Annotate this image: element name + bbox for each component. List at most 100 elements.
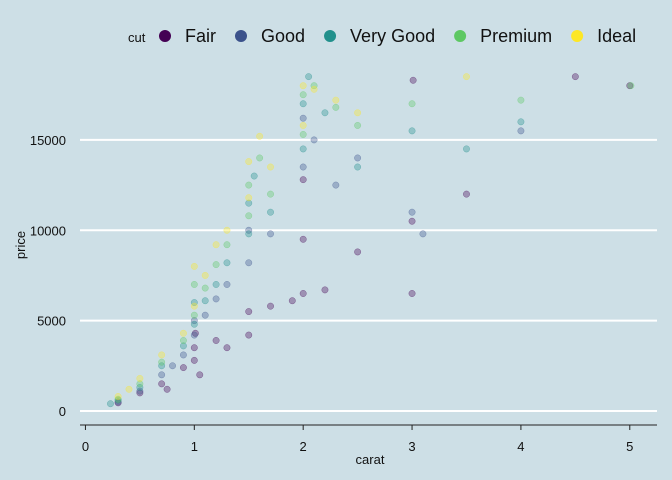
point-2-4 xyxy=(179,342,187,350)
point-1-6 xyxy=(190,317,198,325)
legend-key-4 xyxy=(571,30,584,42)
point-1-1 xyxy=(136,387,144,395)
point-2-5 xyxy=(190,320,198,328)
point-0-20 xyxy=(408,217,416,225)
point-0-12 xyxy=(245,308,253,316)
point-3-5 xyxy=(190,281,198,288)
point-1-2 xyxy=(158,371,166,379)
point-0-13 xyxy=(267,302,274,310)
point-2-20 xyxy=(463,145,470,153)
point-0-17 xyxy=(299,176,307,184)
point-4-8 xyxy=(212,241,220,249)
point-2-8 xyxy=(212,281,220,288)
point-1-4 xyxy=(179,351,187,359)
point-2-10 xyxy=(245,230,253,238)
point-2-11 xyxy=(245,199,253,207)
point-0-24 xyxy=(571,73,579,81)
point-3-6 xyxy=(201,284,209,292)
point-2-3 xyxy=(158,362,166,370)
legend-label-0: Fair xyxy=(185,26,216,46)
point-4-5 xyxy=(190,302,198,310)
x-tick-label-5: 5 xyxy=(626,439,633,454)
point-4-14 xyxy=(299,121,307,129)
legend-title: cut xyxy=(128,30,146,45)
point-0-11 xyxy=(245,331,253,339)
point-3-0 xyxy=(114,395,122,403)
series-ideal xyxy=(114,73,470,400)
point-1-7 xyxy=(201,311,209,319)
point-0-14 xyxy=(288,297,296,305)
point-0-10 xyxy=(223,344,231,352)
point-0-6 xyxy=(190,344,198,352)
point-3-11 xyxy=(256,154,264,162)
point-0-2 xyxy=(158,380,166,388)
series-very-good xyxy=(107,73,525,408)
point-3-19 xyxy=(517,96,525,104)
y-tick-label-1: 5000 xyxy=(37,314,66,329)
point-3-20 xyxy=(627,82,635,90)
point-3-14 xyxy=(299,91,307,99)
point-4-18 xyxy=(354,109,362,117)
point-1-3 xyxy=(169,362,176,370)
point-2-9 xyxy=(223,259,231,267)
point-1-15 xyxy=(310,136,318,144)
point-2-14 xyxy=(299,145,307,153)
point-1-17 xyxy=(354,154,362,162)
point-1-5 xyxy=(190,331,198,339)
point-4-1 xyxy=(125,385,133,393)
point-3-17 xyxy=(354,121,362,129)
point-3-3 xyxy=(179,337,187,344)
gridlines xyxy=(80,138,657,412)
point-4-19 xyxy=(463,73,470,81)
point-0-16 xyxy=(299,235,307,243)
point-4-17 xyxy=(332,96,340,104)
point-3-15 xyxy=(310,82,318,90)
point-3-16 xyxy=(332,103,340,111)
point-0-8 xyxy=(196,371,204,379)
point-4-11 xyxy=(245,158,253,166)
point-3-2 xyxy=(158,358,166,366)
point-2-13 xyxy=(267,208,274,216)
point-2-15 xyxy=(299,100,307,108)
x-tick-label-1: 1 xyxy=(191,439,198,454)
point-3-9 xyxy=(245,212,253,220)
legend-key-0 xyxy=(159,30,171,42)
point-4-10 xyxy=(245,194,253,202)
point-1-12 xyxy=(267,230,274,238)
series-good xyxy=(114,114,525,406)
y-tick-label-0: 0 xyxy=(59,404,66,419)
point-4-16 xyxy=(310,85,318,93)
series-fair xyxy=(114,73,634,407)
point-0-22 xyxy=(408,290,416,297)
point-1-16 xyxy=(332,181,340,189)
point-1-10 xyxy=(245,259,253,267)
point-0-21 xyxy=(409,76,417,84)
point-0-19 xyxy=(354,248,362,256)
x-tick-label-0: 0 xyxy=(82,439,89,454)
axes: 0 1 2 3 4 5 0 5000 10000 15000 xyxy=(30,133,657,454)
point-4-15 xyxy=(299,82,307,90)
point-1-0 xyxy=(114,398,122,406)
point-4-2 xyxy=(136,374,144,382)
x-axis-title: carat xyxy=(356,452,385,467)
point-1-13 xyxy=(299,163,307,171)
point-3-12 xyxy=(267,190,274,198)
point-2-17 xyxy=(321,109,329,117)
point-4-3 xyxy=(158,351,166,359)
point-1-19 xyxy=(419,230,427,238)
point-0-23 xyxy=(463,190,470,198)
point-2-21 xyxy=(517,118,525,126)
point-4-13 xyxy=(267,163,274,171)
point-2-19 xyxy=(408,127,416,135)
y-axis-title: price xyxy=(13,231,28,259)
point-3-10 xyxy=(245,181,253,189)
legend-label-3: Premium xyxy=(480,26,552,46)
y-tick-label-3: 15000 xyxy=(30,133,66,148)
data-points xyxy=(107,73,635,408)
point-2-16 xyxy=(305,73,313,81)
legend-key-1 xyxy=(235,30,247,42)
point-4-0 xyxy=(114,393,122,400)
point-3-7 xyxy=(212,261,220,269)
